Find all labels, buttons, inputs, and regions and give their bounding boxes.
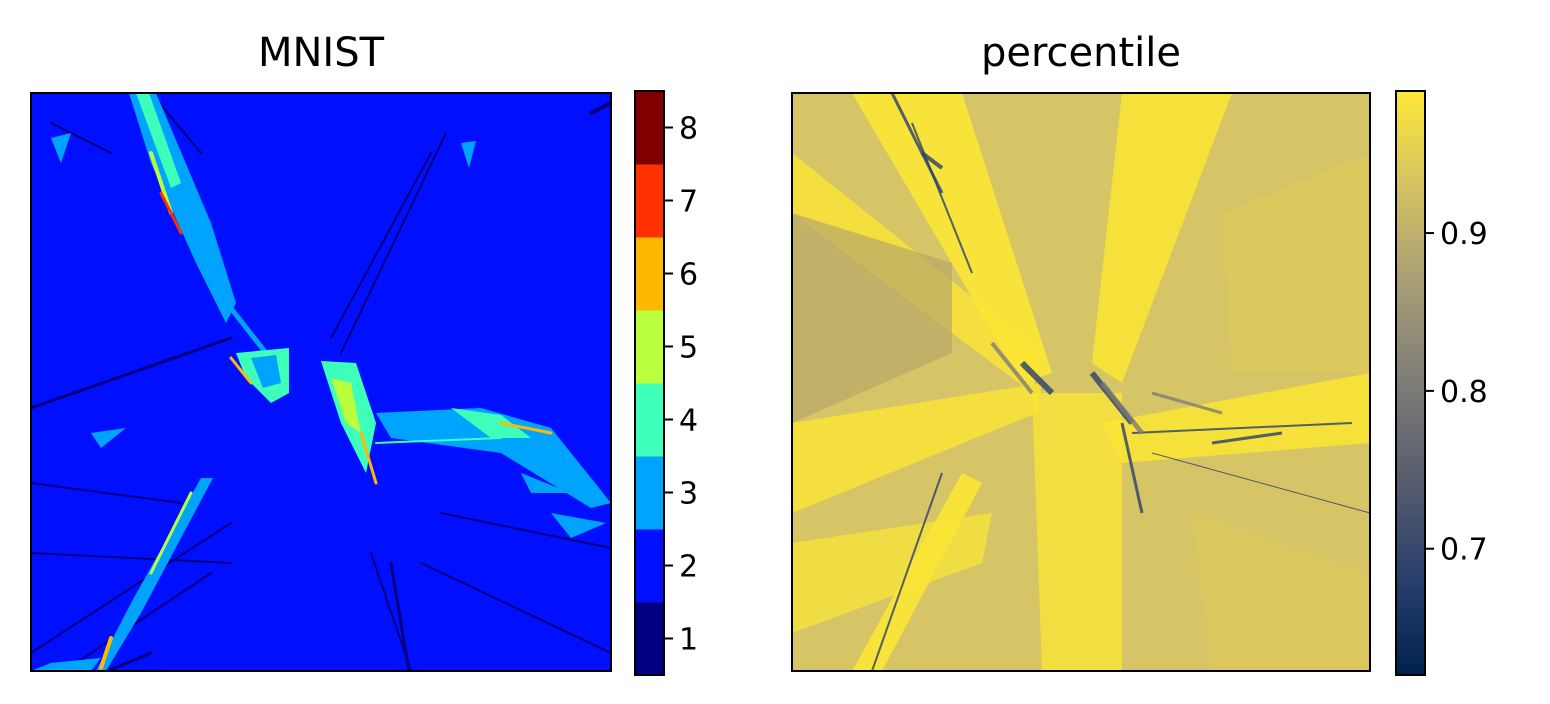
mnist-title: MNIST xyxy=(258,30,385,76)
percentile-streak-low xyxy=(871,472,943,671)
mnist-streak-value-6 xyxy=(99,636,113,670)
mnist-region-marks xyxy=(31,93,611,671)
percentile-streak-low xyxy=(1131,422,1353,434)
mnist-region-value-3 xyxy=(251,355,281,388)
mnist-colorbar-level-8 xyxy=(635,91,664,165)
percentile-streak-mid xyxy=(990,341,1034,395)
mnist-colorbar: 1 2 3 4 5 6 7 8 xyxy=(634,90,698,676)
mnist-heatmap xyxy=(31,93,611,671)
mnist-colorbar-tick-label: 8 xyxy=(679,112,698,147)
percentile-region-mid xyxy=(1192,513,1370,671)
percentile-colorbar-tick-label: 0.7 xyxy=(1440,533,1488,568)
mnist-streak-value-1 xyxy=(389,561,411,671)
mnist-region-value-3 xyxy=(129,93,236,323)
mnist-colorbar-level-7 xyxy=(635,164,664,238)
percentile-heatmap xyxy=(792,93,1370,671)
mnist-colorbar-tick-label: 5 xyxy=(679,331,698,366)
percentile-colorbar-ticks: 0.7 0.8 0.9 xyxy=(1425,217,1488,568)
mnist-background xyxy=(31,93,611,671)
percentile-streak-mid xyxy=(1151,391,1223,415)
mnist-region-value-3 xyxy=(551,513,606,538)
mnist-streak-value-1 xyxy=(103,651,153,671)
mnist-region-value-3 xyxy=(461,141,476,168)
mnist-streak-value-1 xyxy=(31,552,232,564)
mnist-colorbar-level-6 xyxy=(635,237,664,311)
percentile-streak-low xyxy=(911,122,973,274)
mnist-colorbar-tick-label: 4 xyxy=(679,404,698,439)
mnist-region-value-4 xyxy=(136,93,181,188)
mnist-streak-value-1 xyxy=(420,562,611,654)
mnist-streak-value-7 xyxy=(159,191,183,235)
percentile-title: percentile xyxy=(981,30,1181,76)
mnist-colorbar-level-5 xyxy=(635,310,664,384)
mnist-region-value-3 xyxy=(521,473,571,493)
mnist-colorbar-tick-label: 6 xyxy=(679,258,698,293)
percentile-region-high xyxy=(792,513,992,633)
mnist-region-value-5 xyxy=(331,378,361,433)
mnist-streak-value-5 xyxy=(149,491,193,575)
mnist-colorbar-segments xyxy=(635,91,664,676)
percentile-region-high xyxy=(1092,93,1232,383)
mnist-colorbar-tick-label: 1 xyxy=(679,623,698,658)
percentile-frame xyxy=(791,92,1371,672)
mnist-streak-value-6 xyxy=(359,431,378,485)
percentile-colorbar-tick-label: 0.8 xyxy=(1440,375,1488,410)
mnist-streak-value-6 xyxy=(229,356,253,385)
mnist-region-value-3 xyxy=(96,478,213,671)
percentile-streak-low xyxy=(1019,360,1055,396)
mnist-streak-value-1 xyxy=(330,152,432,339)
mnist-streak-value-1 xyxy=(31,522,232,654)
percentile-colorbar-gradient xyxy=(1396,91,1425,675)
mnist-frame xyxy=(30,92,612,672)
mnist-streak-value-3 xyxy=(208,280,269,356)
mnist-region-value-3 xyxy=(91,428,126,448)
percentile-streak-low xyxy=(1120,422,1144,514)
percentile-region-high xyxy=(852,93,1052,383)
percentile-colorbar-frame xyxy=(1395,90,1426,676)
percentile-region-mid xyxy=(1222,153,1370,373)
mnist-colorbar-level-2 xyxy=(635,529,664,603)
mnist-streak-value-6 xyxy=(499,421,553,435)
mnist-colorbar-level-1 xyxy=(635,602,664,676)
percentile-region-marks xyxy=(792,93,1370,671)
mnist-colorbar-frame xyxy=(634,90,665,676)
mnist-streak-value-4 xyxy=(375,437,502,444)
mnist-region-value-3 xyxy=(31,658,101,671)
percentile-colorbar: 0.7 0.8 0.9 xyxy=(1395,90,1488,676)
mnist-streak-value-1 xyxy=(340,132,447,354)
percentile-streak-low xyxy=(920,151,944,170)
percentile-region-low xyxy=(792,213,952,423)
percentile-colorbar-tick-label: 0.9 xyxy=(1440,217,1488,252)
mnist-colorbar-tick-label: 3 xyxy=(679,477,698,512)
mnist-streak-value-1 xyxy=(589,101,611,115)
percentile-region-high xyxy=(1102,373,1370,463)
mnist-colorbar-tick-label: 7 xyxy=(679,185,698,220)
mnist-region-value-4 xyxy=(451,408,531,438)
mnist-colorbar-ticks: 1 2 3 4 5 6 7 8 xyxy=(664,112,698,658)
mnist-streak-value-1 xyxy=(440,512,611,549)
mnist-streak-value-1 xyxy=(31,336,233,410)
percentile-streak-low xyxy=(1211,431,1283,445)
percentile-panel: percentile 0.7 0.8 0.9 xyxy=(791,30,1488,676)
mnist-region-value-3 xyxy=(51,133,71,163)
percentile-streak-low xyxy=(1151,452,1370,514)
percentile-region-high xyxy=(792,383,1042,513)
percentile-streak-mid xyxy=(1100,381,1144,435)
mnist-panel: MNIST 1 2 3 4 5 6 7 8 xyxy=(30,30,698,676)
mnist-streak-value-1 xyxy=(31,482,182,504)
mnist-colorbar-level-4 xyxy=(635,383,664,457)
mnist-streak-value-1 xyxy=(50,122,112,154)
mnist-colorbar-tick-label: 2 xyxy=(679,550,698,585)
mnist-colorbar-level-3 xyxy=(635,456,664,530)
percentile-region-high xyxy=(1032,393,1122,671)
